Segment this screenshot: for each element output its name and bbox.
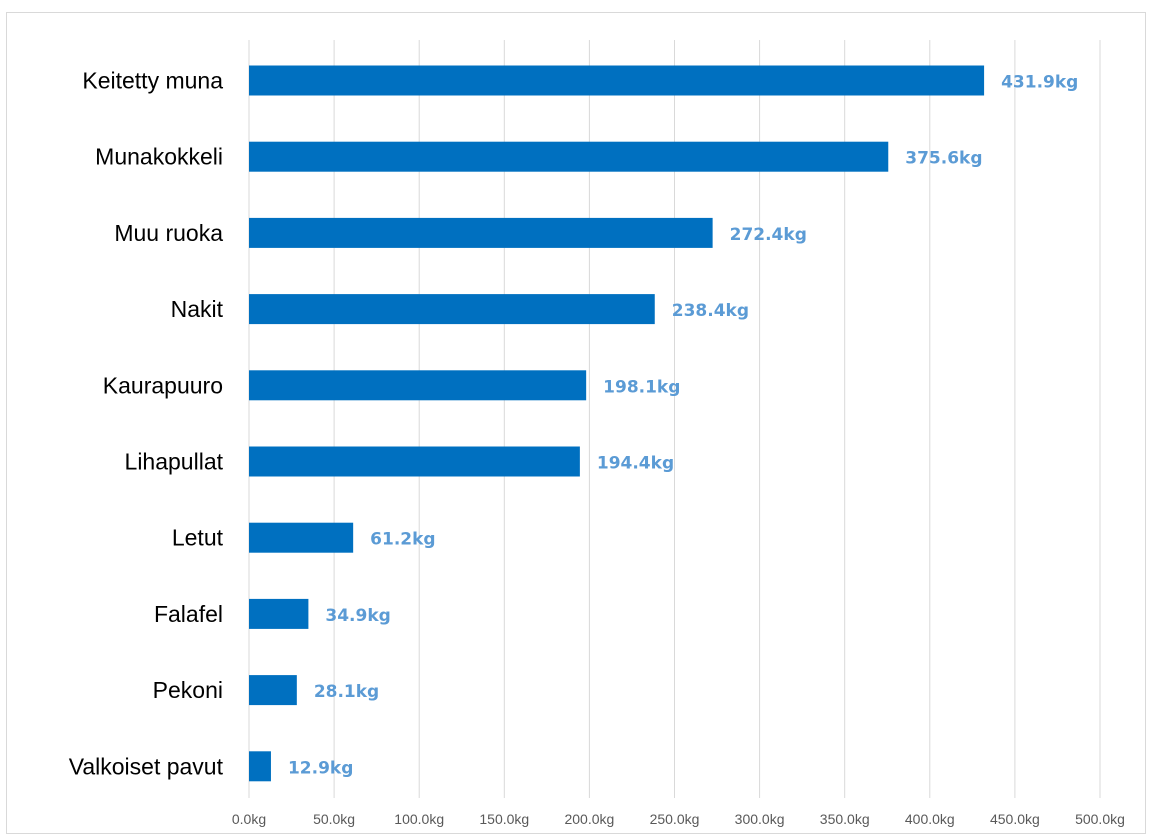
data-label: 431.9kg: [1001, 73, 1078, 93]
x-tick-label: 500.0kg: [1075, 811, 1125, 827]
x-tick-label: 150.0kg: [479, 811, 529, 827]
x-axis-ticks: 0.0kg 50.0kg 100.0kg 150.0kg 200.0kg 250.0kg 3…: [232, 811, 1125, 827]
category-label: Muu ruoka: [114, 220, 223, 246]
data-label: 28.1kg: [314, 682, 379, 702]
data-label: 12.9kg: [288, 758, 353, 778]
category-label: Nakit: [171, 296, 224, 322]
category-label: Pekoni: [153, 677, 223, 703]
bar: [249, 598, 309, 629]
bar: [249, 217, 713, 248]
data-label: 238.4kg: [672, 301, 749, 321]
bar: [249, 65, 985, 96]
bar: [249, 370, 587, 401]
bar: [249, 294, 655, 325]
x-tick-label: 0.0kg: [232, 811, 266, 827]
bar: [249, 446, 580, 477]
x-tick-label: 400.0kg: [905, 811, 955, 827]
bar: [249, 141, 889, 172]
x-tick-label: 200.0kg: [564, 811, 614, 827]
data-labels: 431.9kg 375.6kg 272.4kg 238.4kg 198.1kg 194.4…: [288, 73, 1078, 779]
x-tick-label: 100.0kg: [394, 811, 444, 827]
data-label: 198.1kg: [603, 377, 680, 397]
data-label: 194.4kg: [597, 454, 674, 474]
category-label: Letut: [172, 525, 224, 551]
category-label: Munakokkeli: [95, 144, 223, 170]
data-label: 375.6kg: [905, 149, 982, 169]
data-label: 34.9kg: [325, 606, 390, 626]
x-tick-label: 250.0kg: [650, 811, 700, 827]
x-tick-label: 300.0kg: [735, 811, 785, 827]
category-label: Keitetty muna: [82, 68, 223, 94]
bar: [249, 751, 271, 782]
category-label: Falafel: [154, 601, 223, 627]
bar: [249, 675, 297, 706]
bars: [249, 65, 985, 782]
category-label: Valkoiset pavut: [69, 753, 224, 779]
data-label: 272.4kg: [730, 225, 807, 245]
category-labels: Keitetty muna Munakokkeli Muu ruoka Nakit Ka…: [69, 68, 224, 780]
x-tick-label: 450.0kg: [990, 811, 1040, 827]
x-tick-label: 50.0kg: [313, 811, 355, 827]
category-label: Kaurapuuro: [103, 372, 223, 398]
data-label: 61.2kg: [370, 530, 435, 550]
x-tick-label: 350.0kg: [820, 811, 870, 827]
bar: [249, 522, 354, 553]
category-label: Lihapullat: [125, 449, 224, 475]
